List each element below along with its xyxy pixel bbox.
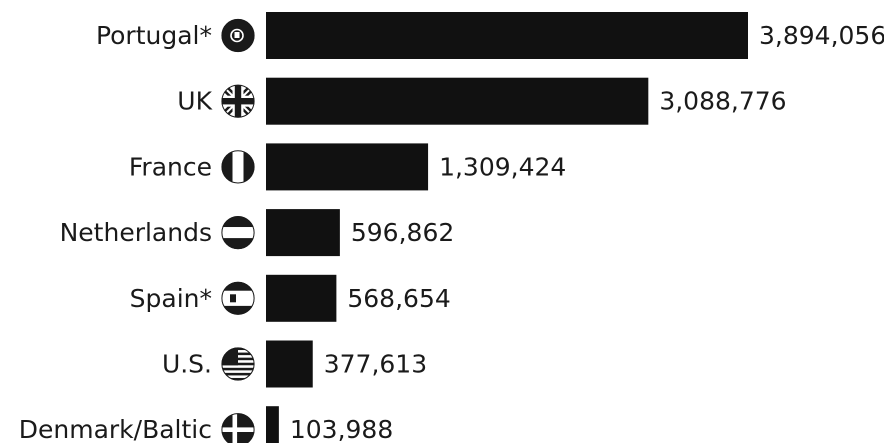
portugal-flag-icon xyxy=(221,18,255,53)
bar xyxy=(266,274,337,322)
spain-flag-icon xyxy=(221,281,255,315)
bar-row-u-s: U.S. 377,613 xyxy=(162,340,427,388)
value-label: 377,613 xyxy=(324,350,427,379)
bar xyxy=(266,406,279,443)
category-label: Spain* xyxy=(130,284,212,313)
category-label: Netherlands xyxy=(60,218,212,247)
value-label: 568,654 xyxy=(347,284,450,313)
category-label: U.S. xyxy=(162,350,212,379)
category-label: UK xyxy=(177,87,212,116)
france-flag-icon xyxy=(221,150,255,184)
value-label: 3,894,056 xyxy=(759,21,884,50)
bar-row-netherlands: Netherlands 596,862 xyxy=(60,209,454,257)
bar xyxy=(266,209,340,257)
category-label: France xyxy=(129,152,212,181)
us-flag-icon xyxy=(221,347,255,381)
bar-row-uk: UK 3,088,776 xyxy=(177,77,787,125)
bar-row-spain: Spain* 568,654 xyxy=(130,274,451,322)
uk-flag-icon xyxy=(221,84,255,118)
netherlands-flag-icon xyxy=(221,216,255,250)
value-label: 103,988 xyxy=(290,415,393,443)
value-label: 3,088,776 xyxy=(659,87,786,116)
category-label: Denmark/Baltic xyxy=(19,415,212,443)
value-label: 596,862 xyxy=(351,218,454,247)
bar xyxy=(266,12,748,59)
bar-row-portugal: Portugal* 3,894,056 xyxy=(96,12,884,59)
bar xyxy=(266,77,649,125)
denmark-flag-icon xyxy=(221,413,255,443)
bar xyxy=(266,143,429,191)
bar-row-france: France 1,309,424 xyxy=(129,143,566,191)
bar xyxy=(266,340,313,388)
bar-row-denmark-baltic: Denmark/Baltic 103,988 xyxy=(19,406,393,443)
category-label: Portugal* xyxy=(96,21,212,50)
value-label: 1,309,424 xyxy=(439,152,566,181)
